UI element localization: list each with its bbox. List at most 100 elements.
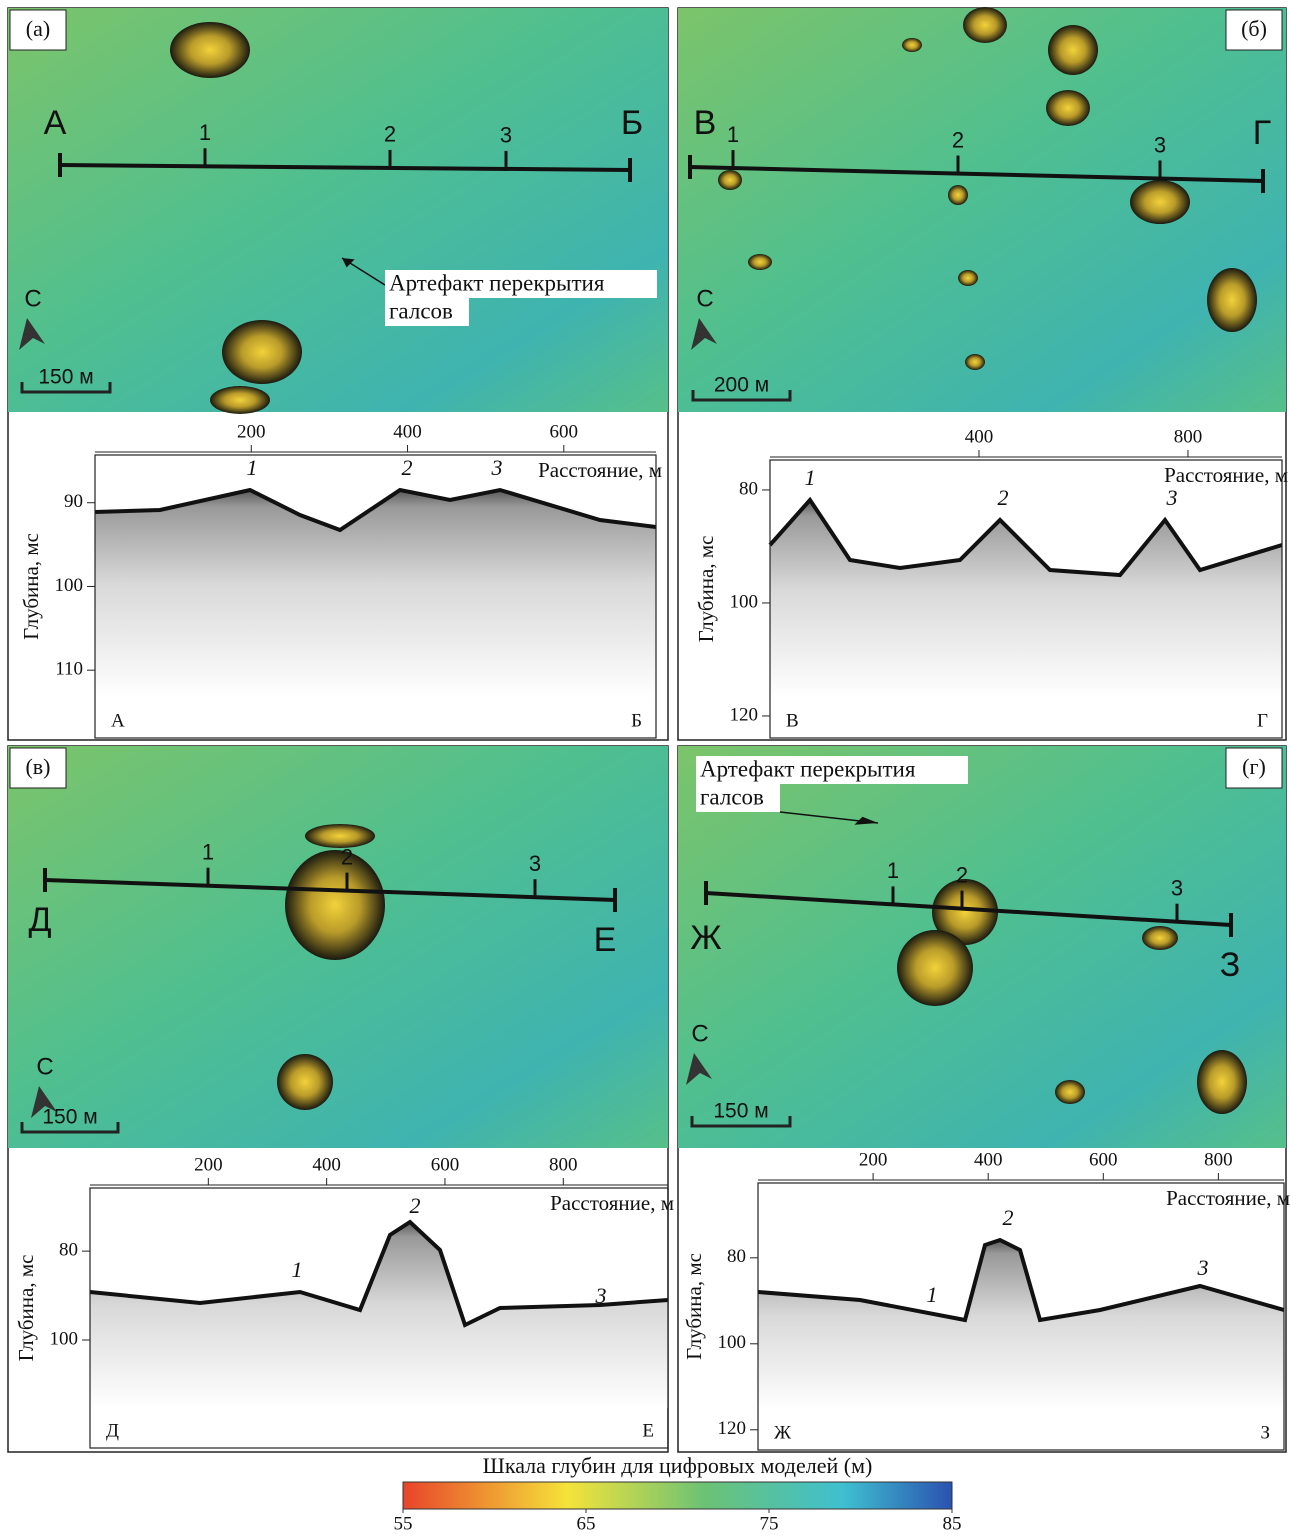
y-tick-label: 120 xyxy=(718,1418,747,1439)
north-label: С xyxy=(696,285,713,312)
y-tick-label: 100 xyxy=(55,575,84,596)
profile-point-label: 3 xyxy=(1171,876,1183,901)
page: {"panels": [ {"label": "(а)", "map": {"s… xyxy=(0,0,1291,1536)
colorbar-tick-label: 85 xyxy=(943,1513,962,1534)
profile-start: Ж xyxy=(690,919,721,957)
x-tick-label: 200 xyxy=(194,1154,223,1175)
y-tick-label: 80 xyxy=(739,478,758,499)
scale-label: 150 м xyxy=(713,1100,768,1123)
mound xyxy=(748,254,772,270)
colorbar xyxy=(403,1482,952,1509)
scale-label: 150 м xyxy=(42,1106,97,1129)
panel-label: (б) xyxy=(1241,16,1267,41)
peak-label: 2 xyxy=(1003,1205,1014,1230)
profile-point-label: 3 xyxy=(1154,132,1166,157)
y-tick-label: 120 xyxy=(730,704,759,725)
y-axis-title: Глубина, мс xyxy=(694,536,718,643)
mound xyxy=(718,170,742,190)
mound xyxy=(958,270,978,286)
profile-start: Ж xyxy=(774,1422,792,1443)
mound xyxy=(210,386,270,414)
scale-label: 150 м xyxy=(38,366,93,389)
mound xyxy=(170,22,250,78)
mound xyxy=(963,7,1007,43)
y-axis-title: Глубина, мс xyxy=(14,1255,38,1362)
peak-label: 2 xyxy=(410,1193,421,1218)
colorbar-tick-label: 65 xyxy=(577,1513,596,1534)
profile-point-label: 2 xyxy=(956,862,968,887)
peak-label: 1 xyxy=(247,455,258,480)
mound xyxy=(948,185,968,205)
x-tick-label: 600 xyxy=(550,421,579,442)
y-tick-label: 110 xyxy=(55,659,83,680)
x-tick-label: 200 xyxy=(859,1149,888,1170)
peak-label: 2 xyxy=(402,455,413,480)
x-tick-label: 400 xyxy=(974,1149,1003,1170)
x-tick-label: 200 xyxy=(237,421,266,442)
colorbar-title: Шкала глубин для цифровых моделей (м) xyxy=(483,1453,873,1478)
annotation: галсов xyxy=(389,298,453,323)
mound xyxy=(965,354,985,370)
mound xyxy=(1048,25,1098,75)
annotation: Артефакт перекрытия xyxy=(700,756,916,781)
profile-start: В xyxy=(786,710,799,731)
profile-end: Б xyxy=(631,710,642,731)
x-tick-label: 800 xyxy=(1204,1149,1233,1170)
panel-label: (а) xyxy=(26,16,50,41)
x-axis-title: Расстояние, м xyxy=(1166,1186,1290,1210)
colorbar-tick-label: 55 xyxy=(394,1513,413,1534)
y-tick-label: 80 xyxy=(727,1246,746,1267)
profile-end-label: Е xyxy=(594,921,617,959)
y-tick-label: 100 xyxy=(718,1332,747,1353)
profile-end: Г xyxy=(1257,710,1268,731)
y-axis-title: Глубина, мс xyxy=(19,533,43,640)
colorbar-tick-label: 75 xyxy=(760,1513,779,1534)
profile-start: А xyxy=(111,710,125,731)
panel-label: (г) xyxy=(1242,754,1266,779)
x-tick-label: 400 xyxy=(965,426,994,447)
profile-end: З xyxy=(1260,1422,1270,1443)
x-axis-title: Расстояние, м xyxy=(550,1191,674,1215)
panel-label: (в) xyxy=(25,754,50,779)
north-label: С xyxy=(36,1053,53,1080)
profile-start: В xyxy=(694,104,717,142)
peak-label: 3 xyxy=(491,455,503,480)
mound xyxy=(285,850,385,960)
peak-label: 1 xyxy=(805,465,816,490)
x-tick-label: 400 xyxy=(312,1154,341,1175)
y-tick-label: 80 xyxy=(59,1239,78,1260)
annotation: галсов xyxy=(700,784,764,809)
mound xyxy=(277,1054,333,1110)
profile-start: А xyxy=(44,104,67,142)
x-tick-label: 600 xyxy=(431,1154,460,1175)
peak-label: 1 xyxy=(292,1257,303,1282)
seismic-section xyxy=(95,490,656,698)
mound xyxy=(1055,1080,1085,1104)
annotation: Артефакт перекрытия xyxy=(389,270,605,295)
x-tick-label: 800 xyxy=(1174,426,1203,447)
y-axis-title: Глубина, мс xyxy=(682,1253,706,1360)
x-tick-label: 400 xyxy=(393,421,422,442)
mound xyxy=(1046,90,1090,126)
map xyxy=(678,8,1286,412)
mound xyxy=(902,38,922,52)
profile-point-label: 2 xyxy=(952,127,964,152)
mound xyxy=(1130,180,1190,224)
mound xyxy=(222,320,302,384)
profile-start: Д xyxy=(28,901,51,939)
x-axis-title: Расстояние, м xyxy=(538,458,662,482)
map xyxy=(8,8,668,412)
profile-end-label: З xyxy=(1220,946,1241,984)
x-tick-label: 800 xyxy=(549,1154,578,1175)
profile-point-label: 1 xyxy=(199,120,211,145)
profile-point-label: 1 xyxy=(202,840,214,865)
mound xyxy=(1142,926,1178,950)
y-tick-label: 100 xyxy=(730,591,759,612)
peak-label: 1 xyxy=(927,1282,938,1307)
x-axis-title: Расстояние, м xyxy=(1164,463,1288,487)
scale-label: 200 м xyxy=(714,374,769,397)
mound xyxy=(1207,268,1257,332)
profile-end: Е xyxy=(642,1420,654,1441)
peak-label: 3 xyxy=(595,1283,607,1308)
north-label: С xyxy=(691,1020,708,1047)
